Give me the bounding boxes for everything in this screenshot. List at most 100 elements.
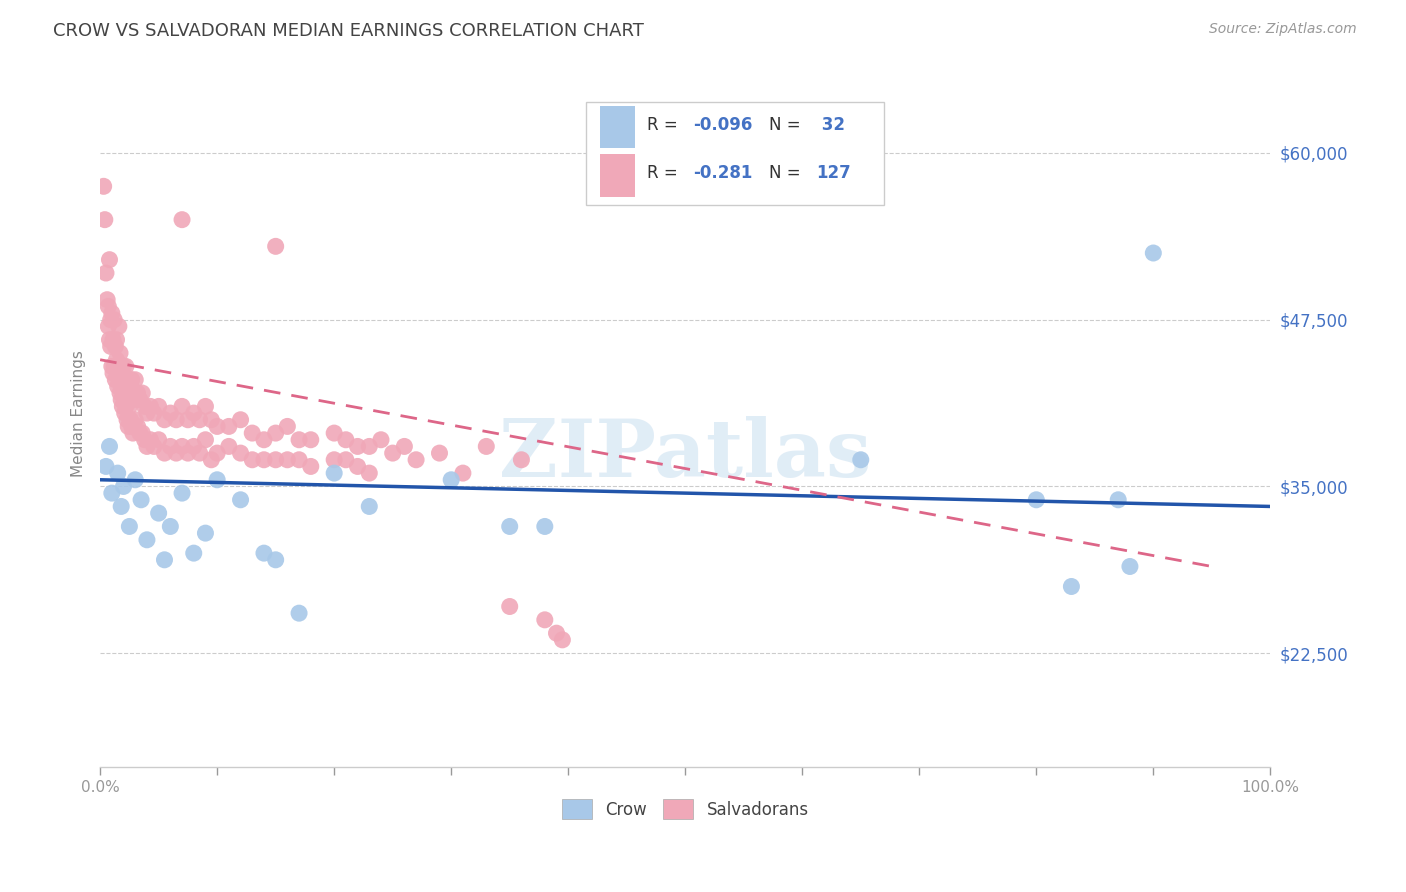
Point [288, 452, 311, 467]
Point [118, 373, 141, 387]
Point [108, 319, 131, 334]
Point [96, 293, 118, 307]
Point [359, 500, 381, 514]
Y-axis label: Median Earnings: Median Earnings [72, 350, 86, 476]
Point [194, 400, 217, 414]
Point [370, 433, 392, 447]
Point [1119, 559, 1142, 574]
Point [499, 599, 522, 614]
Text: 32: 32 [817, 116, 845, 134]
Point [97, 319, 120, 334]
Point [131, 426, 153, 441]
Point [405, 452, 427, 467]
Point [105, 352, 128, 367]
Point [218, 439, 240, 453]
Point [121, 373, 143, 387]
Point [112, 479, 135, 493]
Point [143, 406, 166, 420]
Text: -0.096: -0.096 [693, 116, 752, 134]
Point [849, 452, 872, 467]
Point [264, 239, 287, 253]
Point [1142, 246, 1164, 260]
Point [101, 486, 124, 500]
Point [170, 439, 193, 453]
Point [499, 519, 522, 533]
Point [117, 379, 139, 393]
Point [253, 452, 276, 467]
Point [323, 452, 346, 467]
Point [124, 473, 146, 487]
Point [194, 433, 217, 447]
Text: 127: 127 [817, 164, 851, 182]
Point [205, 473, 228, 487]
Point [98, 439, 121, 453]
Point [104, 373, 127, 387]
Point [264, 426, 287, 441]
Point [94, 266, 117, 280]
Point [101, 359, 124, 374]
Point [183, 406, 205, 420]
Point [129, 492, 152, 507]
Point [229, 413, 252, 427]
Point [115, 400, 138, 414]
Point [108, 346, 131, 360]
Point [359, 439, 381, 453]
Point [205, 446, 228, 460]
Point [170, 212, 193, 227]
Point [122, 392, 145, 407]
Point [205, 419, 228, 434]
Point [240, 426, 263, 441]
Point [335, 452, 357, 467]
Point [98, 333, 121, 347]
Point [103, 359, 125, 374]
Point [299, 459, 322, 474]
Text: -0.281: -0.281 [693, 164, 752, 182]
Point [143, 439, 166, 453]
Point [115, 373, 138, 387]
Point [183, 546, 205, 560]
Point [394, 439, 416, 453]
Point [94, 212, 117, 227]
Text: R =: R = [647, 164, 683, 182]
Point [110, 500, 132, 514]
Point [110, 392, 132, 407]
Point [120, 379, 142, 393]
Point [94, 459, 117, 474]
Point [107, 379, 129, 393]
Point [276, 419, 298, 434]
Point [170, 486, 193, 500]
Point [1060, 579, 1083, 593]
Point [159, 519, 181, 533]
Point [108, 386, 131, 401]
Point [170, 400, 193, 414]
Point [139, 433, 162, 447]
Point [139, 400, 162, 414]
Point [323, 426, 346, 441]
Point [129, 392, 152, 407]
Point [229, 446, 252, 460]
Point [229, 492, 252, 507]
Point [115, 413, 138, 427]
Point [120, 413, 142, 427]
Point [165, 446, 187, 460]
Point [1107, 492, 1129, 507]
Point [177, 446, 200, 460]
Point [117, 419, 139, 434]
Point [510, 452, 533, 467]
Point [551, 632, 574, 647]
Point [129, 426, 152, 441]
Point [153, 413, 176, 427]
Point [359, 466, 381, 480]
Point [101, 333, 124, 347]
Point [118, 400, 141, 414]
Point [136, 406, 159, 420]
Text: Source: ZipAtlas.com: Source: ZipAtlas.com [1209, 22, 1357, 37]
Point [253, 546, 276, 560]
Legend: Crow, Salvadorans: Crow, Salvadorans [555, 793, 815, 825]
Point [115, 359, 138, 374]
Point [218, 419, 240, 434]
Point [108, 373, 131, 387]
Point [451, 466, 474, 480]
Point [188, 446, 211, 460]
Text: ZIPatlas: ZIPatlas [499, 417, 872, 494]
